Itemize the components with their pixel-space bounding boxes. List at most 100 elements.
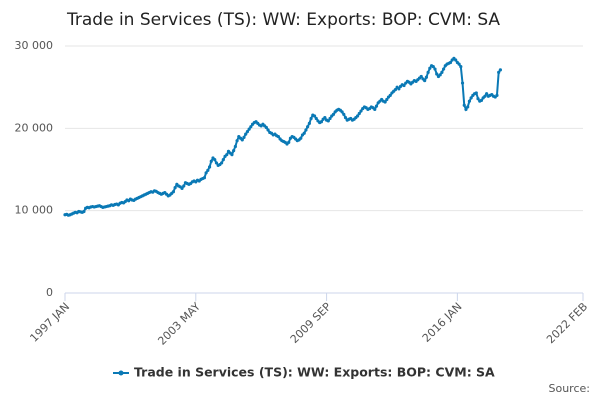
point: [402, 83, 406, 88]
point: [423, 78, 427, 83]
point: [244, 132, 248, 136]
point: [343, 116, 348, 120]
point: [232, 148, 236, 153]
point: [225, 153, 229, 157]
point: [230, 153, 234, 157]
point: [474, 91, 478, 95]
point: [264, 125, 268, 130]
point: [431, 64, 435, 69]
point: [440, 70, 444, 74]
point: [304, 128, 308, 132]
point: [397, 87, 401, 91]
point: [173, 186, 177, 190]
point: [202, 176, 206, 180]
point: [374, 104, 379, 108]
point: [469, 96, 473, 100]
point: [266, 128, 270, 132]
point: [454, 58, 458, 62]
point: [309, 116, 313, 121]
point: [323, 116, 327, 120]
point: [479, 98, 484, 102]
point: [428, 66, 432, 70]
point: [206, 168, 210, 172]
point: [221, 158, 225, 162]
point: [299, 136, 303, 140]
point: [207, 165, 212, 169]
series-line: [64, 56, 502, 217]
point: [220, 161, 224, 165]
point: [438, 73, 442, 77]
point: [307, 121, 311, 125]
point: [287, 140, 291, 144]
point: [209, 159, 213, 163]
x-tick-label: 2016 JAN: [420, 300, 465, 345]
point: [385, 97, 389, 102]
point: [312, 114, 317, 118]
point: [214, 161, 219, 165]
point: [249, 125, 253, 129]
point: [419, 74, 423, 79]
x-tick-label: 1997 JAN: [27, 300, 72, 345]
point: [182, 184, 186, 188]
y-tick-label: 10 000: [15, 204, 54, 217]
point: [462, 103, 466, 107]
point: [319, 120, 324, 124]
point: [247, 127, 251, 131]
point: [276, 134, 280, 139]
point: [180, 186, 184, 191]
point: [331, 112, 336, 116]
point: [233, 144, 237, 149]
point: [245, 130, 250, 134]
point: [342, 112, 346, 116]
point: [393, 88, 398, 92]
point: [326, 119, 330, 123]
source-label: Source:: [549, 382, 591, 395]
point: [355, 114, 360, 118]
point: [442, 67, 446, 71]
point: [359, 109, 363, 113]
y-tick-label: 20 000: [15, 121, 54, 134]
point: [476, 97, 480, 101]
point: [464, 107, 468, 111]
chart-title: Trade in Services (TS): WW: Exports: BOP…: [66, 10, 500, 30]
point: [383, 100, 387, 104]
y-tick-label: 30 000: [15, 39, 54, 52]
point: [340, 110, 344, 114]
x-tick-label: 2022 FEB: [544, 300, 590, 346]
point: [448, 60, 453, 65]
point: [328, 116, 332, 121]
point: [435, 72, 439, 76]
point: [485, 92, 489, 96]
point: [466, 105, 470, 109]
point: [433, 67, 437, 71]
point: [467, 99, 472, 103]
point: [424, 75, 428, 79]
point: [459, 64, 463, 69]
point: [242, 135, 246, 139]
point: [498, 68, 502, 72]
point: [357, 111, 361, 116]
point: [204, 171, 208, 175]
point: [171, 190, 176, 194]
point: [240, 138, 244, 142]
point: [314, 116, 318, 121]
legend-marker: [118, 370, 124, 376]
point: [306, 125, 310, 129]
x-tick-label: 2003 MAY: [155, 300, 203, 348]
point: [82, 209, 86, 214]
point: [302, 131, 306, 135]
point: [235, 139, 239, 143]
point: [426, 70, 430, 74]
point: [213, 158, 217, 162]
point: [497, 70, 501, 74]
point: [495, 93, 499, 97]
point: [373, 107, 377, 111]
x-tick-label: 2009 SEP: [288, 300, 334, 346]
y-tick-label: 0: [46, 286, 53, 299]
point: [460, 81, 465, 85]
point: [483, 94, 487, 98]
point: [457, 62, 461, 66]
legend-label: Trade in Services (TS): WW: Exports: BOP…: [134, 365, 495, 380]
